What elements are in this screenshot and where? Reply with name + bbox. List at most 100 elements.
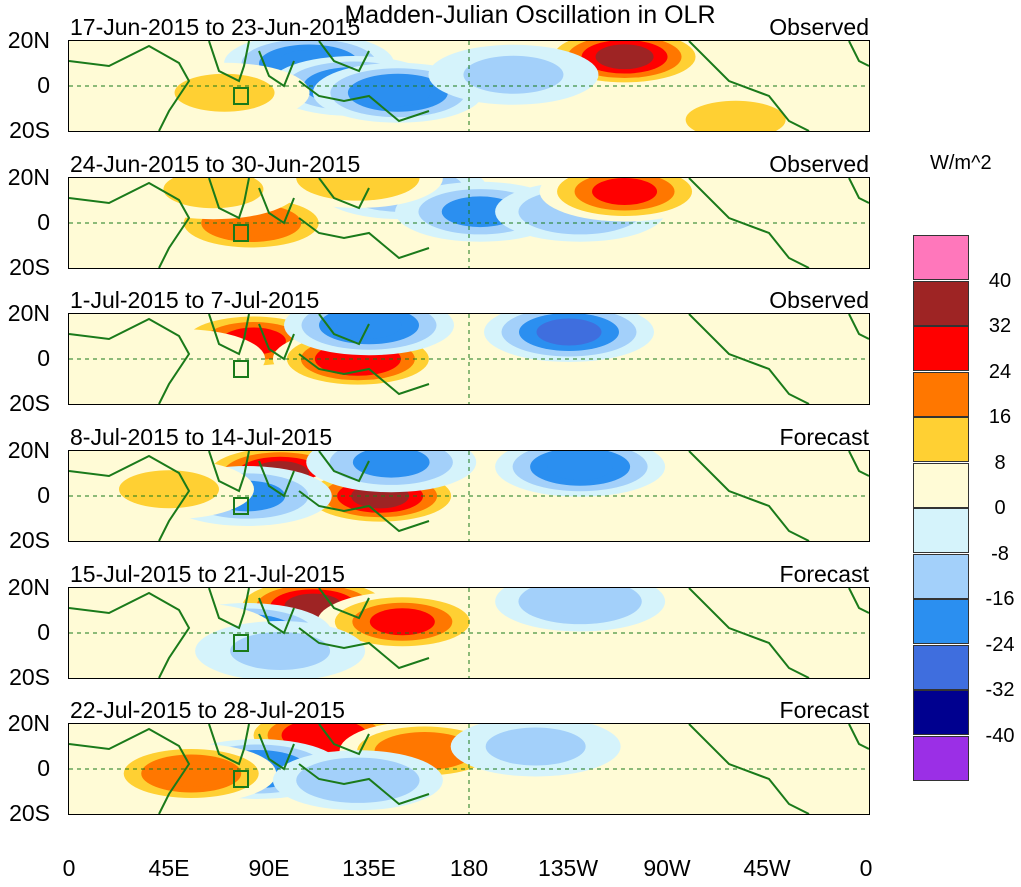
coastline-path [258, 460, 295, 498]
chart-title: Madden-Julian Oscillation in OLR [344, 1, 716, 29]
anomaly-contour [119, 470, 219, 509]
lat-tick-label: 20N [7, 710, 50, 736]
olr-map-svg [69, 41, 869, 131]
anomaly-feature [95, 329, 266, 389]
coastline-path [298, 627, 430, 670]
lat-tick-label: 20S [9, 664, 50, 690]
anomaly-contour [685, 328, 786, 367]
panel-period: 22-Jul-2015 to 28-Jul-2015 [70, 697, 345, 723]
coastline-path [318, 314, 370, 346]
map-panel: 1-Jul-2015 to 7-Jul-2015 Observed 20N 0 20S [0, 287, 1021, 419]
coastline-path [318, 724, 370, 756]
lat-tick-label: 0 [37, 482, 50, 508]
lat-tick-label: 0 [37, 345, 50, 371]
anomaly-contour [174, 73, 275, 112]
coastline-path [688, 451, 810, 541]
lat-tick-label: 20N [7, 300, 50, 326]
coastline-path [258, 323, 295, 361]
index-region-box [233, 497, 249, 515]
colorbar-level-label: -32 [985, 679, 1015, 701]
lat-tick-label: 20N [7, 574, 50, 600]
coastline-path [69, 44, 191, 131]
anomaly-contour [547, 453, 613, 481]
olr-map [68, 450, 870, 542]
lat-tick-label: 0 [37, 72, 50, 98]
anomaly-contour [463, 55, 564, 94]
coastline-path [298, 80, 430, 123]
colorbar-swatch [913, 235, 969, 280]
coastline-path [848, 314, 869, 340]
panel-status: Observed [769, 14, 869, 40]
map-panel: 15-Jul-2015 to 21-Jul-2015 Forecast 20N 0 20… [0, 561, 1021, 693]
lat-tick-label: 20N [7, 164, 50, 190]
anomaly-contour [592, 178, 658, 205]
colorbar-swatch [913, 326, 969, 371]
coastline-path [258, 733, 295, 771]
coastline-path [258, 597, 295, 635]
colorbar-level-label: -40 [985, 724, 1015, 747]
anomaly-contour [595, 44, 654, 70]
lon-tick-label: 45W [743, 855, 791, 881]
coastline-outline [69, 724, 869, 814]
lon-tick-label: 135W [537, 855, 599, 881]
panel-status: Forecast [779, 424, 869, 450]
index-region-box [233, 360, 249, 378]
anomaly-feature [650, 317, 821, 378]
colorbar-level-label: 0 [994, 497, 1006, 519]
coastline-path [298, 490, 430, 533]
colorbar-level-label: -24 [985, 633, 1015, 656]
coastline-path [298, 217, 430, 260]
map-panel: 8-Jul-2015 to 14-Jul-2015 Forecast 20N 0 20S [0, 424, 1021, 556]
lat-tick-label: 0 [37, 619, 50, 645]
coastline-path [298, 353, 430, 396]
panel-status: Observed [769, 287, 869, 313]
lat-tick-label: 0 [37, 209, 50, 235]
coastline-path [208, 41, 250, 83]
panel-period: 1-Jul-2015 to 7-Jul-2015 [70, 287, 320, 313]
panel-period: 17-Jun-2015 to 23-Jun-2015 [70, 14, 361, 40]
anomaly-contour [485, 727, 586, 766]
colorbar-level-label: 16 [988, 406, 1012, 428]
coastline-path [688, 588, 810, 678]
coastline-path [208, 178, 250, 220]
anomaly-feature [272, 178, 443, 208]
anomaly-contour [541, 588, 619, 617]
colorbar-level-label: 8 [994, 451, 1006, 474]
coastline-path [318, 178, 370, 210]
anomaly-contour [352, 451, 430, 478]
index-region-box [233, 224, 249, 242]
olr-map-svg [69, 314, 869, 404]
index-region-box [233, 634, 249, 652]
coastline-outline [69, 41, 869, 131]
coastline-path [258, 50, 295, 88]
lon-tick-label: 0 [62, 855, 76, 881]
anomaly-contour [536, 318, 602, 346]
map-panel: 24-Jun-2015 to 30-Jun-2015 Observed 20N 0 20… [0, 151, 1021, 283]
coastline-path [69, 454, 191, 541]
anomaly-contour [369, 608, 435, 636]
anomaly-feature [428, 44, 599, 105]
anomaly-feature [139, 62, 310, 123]
coastline-outline [69, 588, 869, 678]
olr-map [68, 313, 870, 405]
coastline-path [208, 314, 250, 356]
coastline-path [318, 41, 370, 73]
anomaly-contour [230, 632, 331, 670]
lat-tick-label: 20S [9, 390, 50, 416]
coastline-outline [69, 314, 869, 404]
colorbar-swatch [913, 599, 969, 644]
coastline-path [69, 591, 191, 678]
panel-period: 24-Jun-2015 to 30-Jun-2015 [70, 151, 361, 177]
index-region-box [233, 87, 249, 105]
lon-tick-label: 90E [248, 855, 290, 881]
lat-tick-label: 20N [7, 27, 50, 53]
olr-map [68, 177, 870, 269]
colorbar-unit: W/m^2 [930, 152, 992, 174]
panel-status: Observed [769, 151, 869, 177]
coastline-path [848, 451, 869, 477]
coastline-path [848, 41, 869, 67]
coastline-path [208, 588, 250, 630]
anomaly-feature [539, 178, 710, 222]
anomaly-feature [495, 588, 666, 632]
coastline-path [298, 763, 430, 806]
